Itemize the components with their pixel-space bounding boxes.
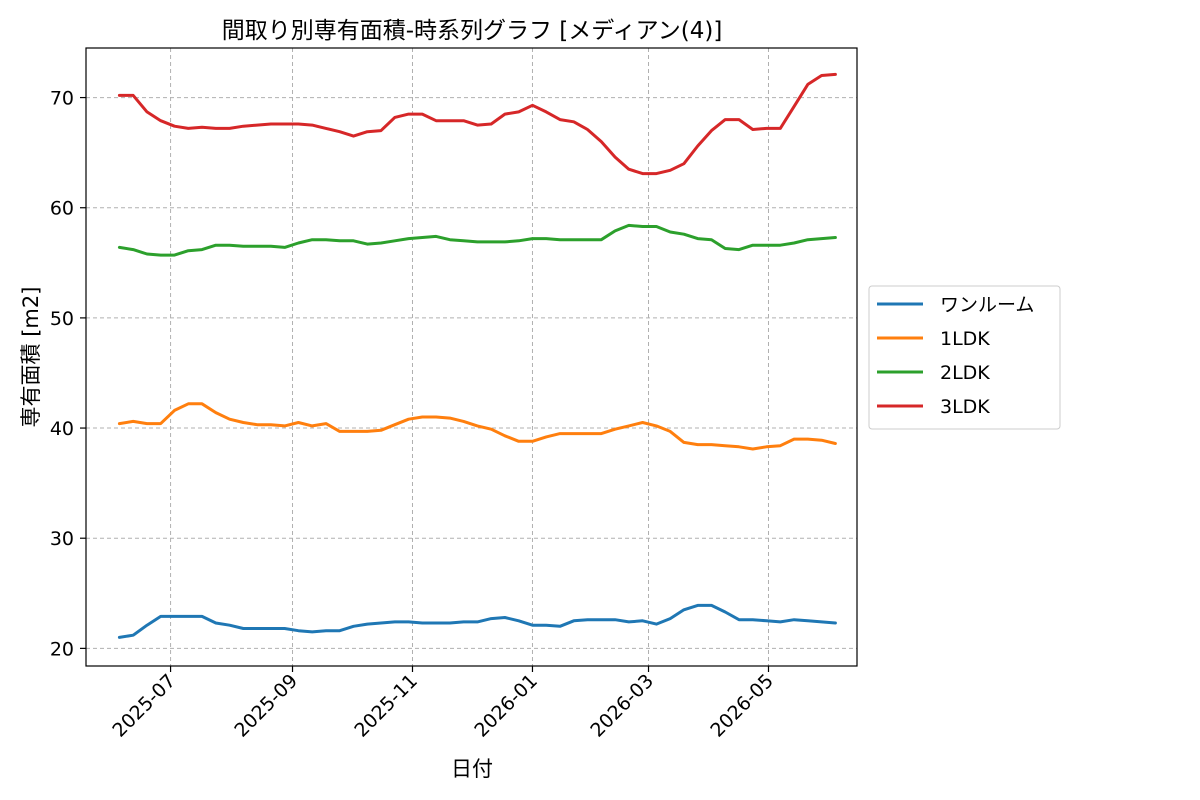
legend: ワンルーム 1LDK 2LDK 3LDK	[868, 285, 1061, 430]
y-tick-label: 20	[50, 638, 74, 660]
chart-title: 間取り別専有面積-時系列グラフ [メディアン(4)]	[222, 18, 723, 44]
y-tick-label: 40	[50, 418, 74, 440]
legend-label-3: 2LDK	[940, 362, 990, 384]
y-tick-label: 70	[50, 88, 74, 110]
y-tick-label: 30	[50, 528, 74, 550]
series-line-1	[117, 603, 837, 639]
x-tick-label: 2025-11	[350, 670, 422, 742]
x-tick-label: 2025-09	[230, 670, 302, 742]
x-tick-label: 2025-07	[108, 670, 180, 742]
plot-frame	[85, 47, 858, 667]
legend-label-2: 1LDK	[940, 328, 990, 350]
series-line-3	[117, 223, 837, 257]
legend-label-1: ワンルーム	[940, 294, 1034, 316]
x-tick-label: 2026-05	[706, 670, 778, 742]
legend-label-4: 3LDK	[940, 396, 990, 418]
y-tick-label: 50	[50, 308, 74, 330]
x-tick-label: 2026-01	[470, 670, 542, 742]
legend-frame	[868, 285, 1061, 430]
series-line-4	[117, 72, 837, 176]
x-axis-title: 日付	[451, 757, 493, 781]
x-tick-label: 2026-03	[586, 670, 658, 742]
y-tick-label: 60	[50, 198, 74, 220]
series-line-2	[117, 402, 837, 451]
y-axis-title: 専有面積 [m2]	[19, 287, 43, 428]
